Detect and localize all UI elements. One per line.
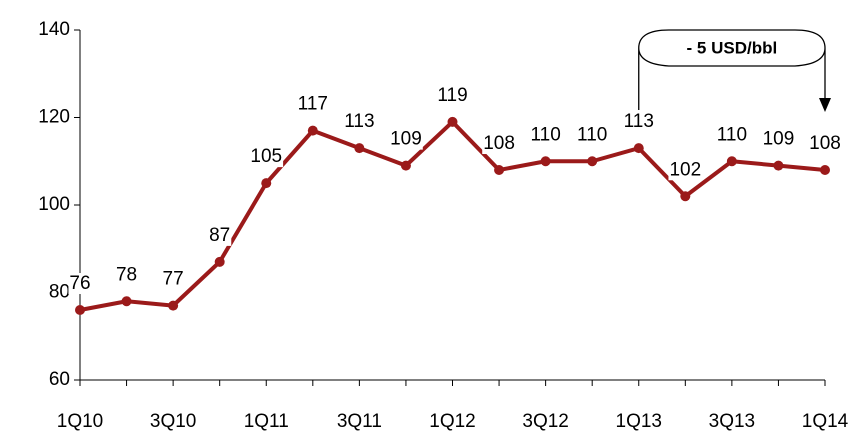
y-tick-label: 120: [38, 107, 70, 128]
point: [261, 178, 272, 189]
x-tick-label: 1Q12: [429, 411, 475, 432]
data-label-bg: [436, 84, 469, 106]
data-label: 110: [530, 124, 560, 145]
x-tick-label: 3Q11: [337, 411, 382, 432]
point: [168, 300, 179, 311]
point: [447, 116, 458, 127]
point: [587, 156, 598, 167]
data-label-bg: [249, 146, 284, 168]
point: [680, 191, 691, 202]
data-label-bg: [68, 273, 92, 295]
bracket-left: [638, 47, 826, 110]
data-label: 108: [809, 133, 841, 154]
data-label: 108: [483, 133, 515, 154]
data-label-bg: [161, 268, 185, 290]
data-label-bg: [715, 124, 749, 146]
data-label-bg: [761, 128, 796, 150]
point: [633, 143, 644, 154]
x-tick-label: 3Q10: [150, 411, 196, 432]
point: [354, 143, 365, 154]
x-tick-label: 1Q13: [616, 411, 662, 432]
point: [75, 305, 85, 315]
bracket-top: [638, 29, 826, 49]
point: [820, 165, 830, 175]
annotation: - 5 USD/bbl: [687, 38, 778, 57]
series-line: [79, 119, 826, 312]
data-label-bg: [208, 224, 232, 246]
data-label-bg: [114, 264, 139, 286]
data-label: 109: [763, 129, 795, 150]
data-label: 113: [624, 111, 654, 132]
data-label: 110: [717, 124, 747, 145]
data-label: 102: [669, 159, 701, 180]
data-label: 119: [437, 85, 467, 106]
data-label: 117: [298, 94, 328, 115]
data-label-bg: [482, 133, 516, 155]
data-label-bg: [529, 124, 562, 146]
y-tick-label: 80: [49, 282, 70, 303]
data-label-bg: [668, 159, 703, 181]
data-label-bg: [808, 133, 842, 155]
annotation-bracket: [638, 29, 831, 112]
x-tick-label: 1Q11: [244, 411, 289, 432]
y-tick-label: 100: [38, 194, 70, 215]
x-tick-label: 3Q12: [522, 411, 568, 432]
point: [400, 160, 411, 171]
data-label: 76: [69, 273, 90, 294]
point: [494, 165, 505, 175]
data-label-bg: [296, 93, 329, 115]
data-label-bg: [343, 111, 376, 133]
data-label-bg: [389, 128, 423, 150]
y-tick-label: 60: [49, 369, 70, 390]
point: [773, 160, 784, 171]
point: [214, 256, 225, 267]
data-label-bg: [622, 111, 655, 133]
data-label: 105: [250, 146, 282, 167]
x-tick-label: 3Q13: [709, 411, 755, 432]
data-label: 110: [577, 124, 607, 145]
point: [307, 125, 318, 136]
point: [726, 156, 737, 167]
data-label-bg: [576, 124, 609, 146]
y-tick-label: 140: [38, 19, 70, 40]
data-label: 87: [209, 225, 230, 246]
point: [540, 156, 551, 167]
data-label: 77: [163, 269, 184, 290]
data-label: 109: [390, 129, 422, 150]
x-tick-label: 1Q14: [802, 411, 849, 432]
data-label: 113: [344, 111, 374, 132]
point: [121, 296, 132, 307]
arrow-head: [819, 98, 831, 112]
data-label: 78: [116, 264, 137, 285]
x-tick-label: 1Q10: [57, 411, 103, 432]
